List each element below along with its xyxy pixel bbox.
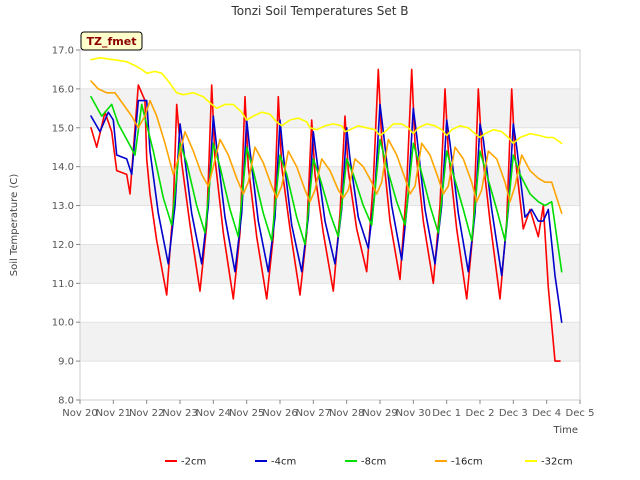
x-tick-label: Nov 29 [362,408,397,419]
x-tick-label: Nov 20 [62,408,97,419]
legend: -2cm -4cm -8cm -16cm -32cm [165,457,573,468]
series-line-16cmcm [90,80,563,215]
y-axis-ticks: 8.0 9.0 10.0 11.0 12.0 13.0 14.0 15.0 16.0 17.0 [52,46,80,407]
series-line-4cmcm [90,99,563,324]
site-label-box [80,31,143,51]
x-tick-label: Nov 30 [396,408,431,419]
y-tick-label: 12.0 [52,240,74,251]
series-layer [90,56,563,362]
y-tick-label: 13.0 [52,201,74,212]
x-tick-label: Dec 3 [499,408,528,419]
site-label-text: TZ_fmet [87,35,137,48]
chart-title: Tonzi Soil Temperatures Set B [231,4,409,18]
x-tick-label: Dec 2 [466,408,495,419]
y-tick-label: 8.0 [58,396,74,407]
x-tick-label: Nov 24 [196,408,231,419]
grid-bands [80,49,580,401]
y-tick-label: 10.0 [52,318,74,329]
series-line-2cmcm [90,68,561,362]
x-tick-label: Dec 4 [532,408,561,419]
site-label-badge: TZ_fmet [80,31,143,51]
y-axis-label: Soil Temperature (C) [9,174,20,277]
x-tick-label: Nov 27 [296,408,331,419]
legend-label: -32cm [541,457,573,468]
series-line-32cmcm [90,56,563,145]
y-tick-label: 14.0 [52,162,74,173]
x-tick-label: Nov 21 [96,408,131,419]
x-axis-label: Time [553,425,578,436]
x-tick-label: Dec 5 [566,408,595,419]
x-tick-label: Nov 22 [129,408,164,419]
x-tick-label: Nov 25 [229,408,264,419]
y-tick-label: 17.0 [52,46,74,57]
x-tick-label: Nov 28 [329,408,364,419]
y-tick-label: 16.0 [52,84,74,95]
x-tick-label: Nov 26 [262,408,297,419]
y-tick-label: 11.0 [52,279,74,290]
x-tick-label: Dec 1 [432,408,461,419]
legend-label: -8cm [361,457,386,468]
y-tick-label: 9.0 [58,357,74,368]
plot-frame [79,49,581,401]
y-tick-label: 15.0 [52,123,74,134]
series-line-8cmcm [90,95,563,273]
legend-label: -4cm [271,457,296,468]
grid-band [80,322,580,362]
x-tick-label: Nov 23 [162,408,197,419]
legend-label: -2cm [181,457,206,468]
grid-band [80,88,580,128]
legend-label: -16cm [451,457,483,468]
